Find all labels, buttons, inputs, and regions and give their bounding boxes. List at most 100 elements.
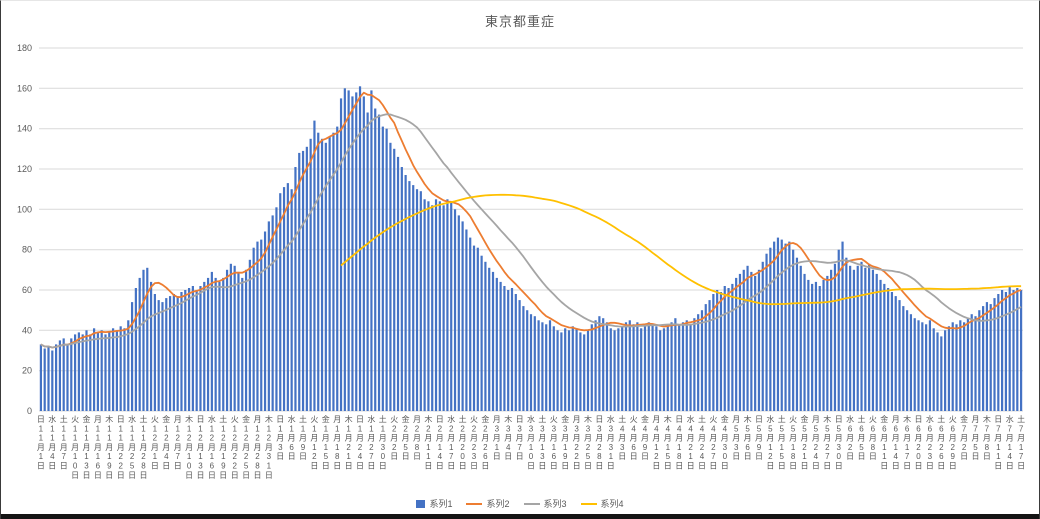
bar[interactable] xyxy=(374,108,377,412)
bar[interactable] xyxy=(716,290,719,411)
bar[interactable] xyxy=(142,269,145,411)
bar[interactable] xyxy=(526,310,529,411)
bar[interactable] xyxy=(1016,288,1019,411)
bar[interactable] xyxy=(602,318,605,411)
bar[interactable] xyxy=(70,338,73,411)
bar[interactable] xyxy=(841,241,844,411)
line-series-4[interactable] xyxy=(340,193,1022,306)
bar[interactable] xyxy=(678,324,681,411)
bar[interactable] xyxy=(290,189,293,411)
bar[interactable] xyxy=(811,283,814,411)
bar[interactable] xyxy=(681,322,685,411)
bar[interactable] xyxy=(214,277,217,411)
bar[interactable] xyxy=(917,320,920,412)
bar[interactable] xyxy=(81,334,84,411)
bar[interactable] xyxy=(902,306,905,411)
bar[interactable] xyxy=(282,187,286,411)
bar[interactable] xyxy=(792,249,795,411)
bar[interactable] xyxy=(636,322,639,411)
bar[interactable] xyxy=(742,269,745,411)
bar[interactable] xyxy=(822,279,825,411)
bar[interactable] xyxy=(377,114,381,411)
bar[interactable] xyxy=(206,277,210,411)
bar[interactable] xyxy=(366,112,369,412)
bar[interactable] xyxy=(491,271,495,411)
bar[interactable] xyxy=(887,288,890,411)
bar[interactable] xyxy=(590,324,593,411)
bar[interactable] xyxy=(503,286,506,411)
bar[interactable] xyxy=(921,322,924,411)
bar[interactable] xyxy=(461,221,464,411)
bar[interactable] xyxy=(640,328,643,411)
bar[interactable] xyxy=(925,324,928,411)
bar[interactable] xyxy=(689,324,692,411)
bar[interactable] xyxy=(275,207,278,411)
bar[interactable] xyxy=(552,326,555,411)
bar[interactable] xyxy=(180,292,183,411)
bar[interactable] xyxy=(997,294,1000,411)
bar[interactable] xyxy=(795,257,799,411)
bar[interactable] xyxy=(184,290,187,411)
bar[interactable] xyxy=(533,316,536,411)
legend-item[interactable]: 系列1 xyxy=(416,497,452,510)
bar[interactable] xyxy=(814,281,818,411)
bar[interactable] xyxy=(108,332,111,411)
bar[interactable] xyxy=(1012,290,1015,411)
bar[interactable] xyxy=(396,156,400,411)
bar[interactable] xyxy=(317,132,320,411)
bar[interactable] xyxy=(1004,292,1007,411)
bar[interactable] xyxy=(575,328,578,411)
bar[interactable] xyxy=(51,350,54,412)
bar[interactable] xyxy=(871,269,875,411)
bar[interactable] xyxy=(267,221,270,411)
bar[interactable] xyxy=(252,247,255,411)
bar[interactable] xyxy=(564,328,567,411)
bar[interactable] xyxy=(541,322,544,411)
bar[interactable] xyxy=(940,336,943,411)
bar[interactable] xyxy=(199,286,202,411)
bar[interactable] xyxy=(769,247,772,411)
bar[interactable] xyxy=(85,330,88,411)
bar[interactable] xyxy=(453,209,457,411)
bar[interactable] xyxy=(647,322,650,411)
bar[interactable] xyxy=(381,126,384,411)
bar[interactable] xyxy=(651,324,654,411)
bar[interactable] xyxy=(708,300,711,411)
bar[interactable] xyxy=(712,294,715,411)
bar[interactable] xyxy=(959,320,962,412)
bar[interactable] xyxy=(784,243,787,411)
bar[interactable] xyxy=(301,150,305,411)
bar[interactable] xyxy=(222,277,225,411)
bar[interactable] xyxy=(225,269,229,411)
bar[interactable] xyxy=(130,302,134,411)
bar[interactable] xyxy=(343,88,346,412)
bar[interactable] xyxy=(244,269,248,411)
bar[interactable] xyxy=(419,191,422,411)
bar[interactable] xyxy=(119,326,122,411)
bar[interactable] xyxy=(898,300,901,411)
bar[interactable] xyxy=(298,152,301,411)
bar[interactable] xyxy=(613,330,616,411)
bar[interactable] xyxy=(47,346,50,412)
bar[interactable] xyxy=(157,300,160,411)
bar[interactable] xyxy=(951,322,954,411)
bar[interactable] xyxy=(336,126,339,411)
bar[interactable] xyxy=(92,328,96,411)
bar[interactable] xyxy=(393,148,396,412)
bar[interactable] xyxy=(472,245,476,411)
legend-item[interactable]: 系列2 xyxy=(466,497,510,510)
bar[interactable] xyxy=(776,237,780,411)
bar[interactable] xyxy=(495,277,498,411)
bar[interactable] xyxy=(465,229,468,412)
bar[interactable] xyxy=(704,304,707,411)
bar[interactable] xyxy=(643,326,647,411)
bar[interactable] xyxy=(149,281,153,411)
bar[interactable] xyxy=(168,296,172,411)
bar[interactable] xyxy=(514,294,517,411)
bar[interactable] xyxy=(328,136,331,411)
bar[interactable] xyxy=(754,275,757,411)
bar[interactable] xyxy=(518,300,521,411)
bar[interactable] xyxy=(883,283,886,411)
bar[interactable] xyxy=(256,241,259,411)
